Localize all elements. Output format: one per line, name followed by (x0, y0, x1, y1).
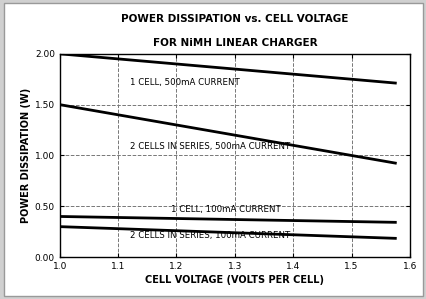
X-axis label: CELL VOLTAGE (VOLTS PER CELL): CELL VOLTAGE (VOLTS PER CELL) (145, 275, 324, 285)
Text: FOR NiMH LINEAR CHARGER: FOR NiMH LINEAR CHARGER (152, 38, 317, 48)
Text: POWER DISSIPATION vs. CELL VOLTAGE: POWER DISSIPATION vs. CELL VOLTAGE (121, 14, 348, 24)
Text: 2 CELLS IN SERIES, 500mA CURRENT: 2 CELLS IN SERIES, 500mA CURRENT (130, 142, 289, 151)
Y-axis label: POWER DISSIPATION (W): POWER DISSIPATION (W) (20, 88, 31, 223)
Text: 1 CELL, 100mA CURRENT: 1 CELL, 100mA CURRENT (170, 205, 280, 214)
Text: 1 CELL, 500mA CURRENT: 1 CELL, 500mA CURRENT (130, 78, 239, 87)
Text: 2 CELLS IN SERIES, 100mA CURRENT: 2 CELLS IN SERIES, 100mA CURRENT (130, 231, 289, 240)
